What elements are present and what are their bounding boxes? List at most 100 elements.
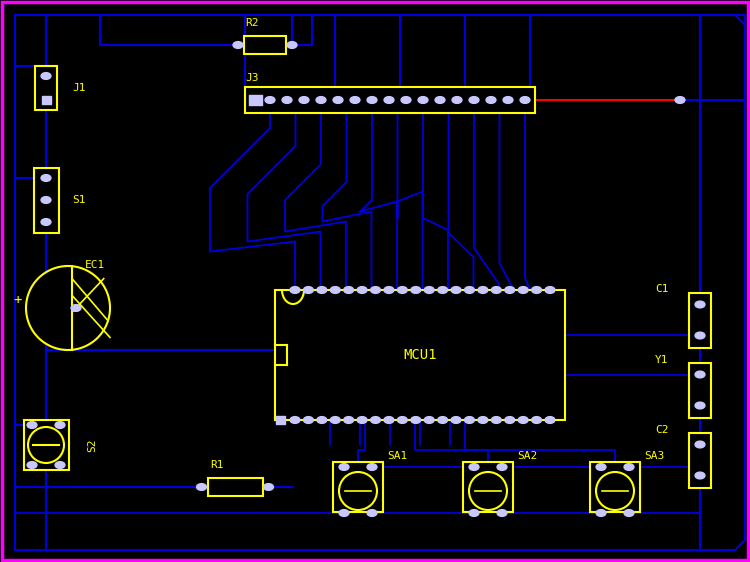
Text: SA3: SA3	[644, 451, 664, 461]
Ellipse shape	[41, 175, 51, 182]
Ellipse shape	[505, 416, 515, 423]
Ellipse shape	[367, 464, 377, 470]
Ellipse shape	[464, 287, 475, 293]
Text: EC1: EC1	[85, 260, 105, 270]
Bar	[689, 362, 711, 418]
Ellipse shape	[695, 472, 705, 479]
Ellipse shape	[350, 97, 360, 103]
Ellipse shape	[452, 97, 462, 103]
Ellipse shape	[196, 484, 206, 491]
Ellipse shape	[233, 42, 243, 48]
Ellipse shape	[505, 287, 515, 293]
Ellipse shape	[451, 287, 461, 293]
Ellipse shape	[384, 287, 394, 293]
Text: R1: R1	[210, 460, 224, 470]
Text: S1: S1	[72, 195, 86, 205]
Bar	[590, 462, 640, 512]
Ellipse shape	[357, 287, 367, 293]
Ellipse shape	[491, 416, 501, 423]
Circle shape	[596, 472, 634, 510]
Ellipse shape	[344, 416, 354, 423]
Ellipse shape	[357, 416, 367, 423]
Ellipse shape	[282, 97, 292, 103]
Ellipse shape	[545, 416, 555, 423]
Ellipse shape	[424, 416, 434, 423]
Ellipse shape	[695, 402, 705, 409]
Ellipse shape	[55, 461, 65, 468]
Bar	[23, 420, 68, 470]
Ellipse shape	[438, 416, 448, 423]
Text: S2: S2	[87, 438, 97, 452]
Ellipse shape	[398, 416, 407, 423]
Ellipse shape	[518, 416, 528, 423]
Text: C1: C1	[655, 284, 668, 294]
Ellipse shape	[624, 510, 634, 516]
Bar	[333, 462, 383, 512]
Ellipse shape	[545, 287, 555, 293]
Ellipse shape	[451, 416, 461, 423]
Ellipse shape	[695, 332, 705, 339]
Ellipse shape	[469, 464, 479, 470]
Circle shape	[28, 427, 64, 463]
Circle shape	[469, 472, 507, 510]
Ellipse shape	[55, 422, 65, 428]
Ellipse shape	[411, 416, 421, 423]
Bar	[41, 97, 50, 103]
Ellipse shape	[486, 97, 496, 103]
Ellipse shape	[624, 464, 634, 470]
Ellipse shape	[435, 97, 445, 103]
Bar	[463, 462, 513, 512]
Ellipse shape	[333, 97, 343, 103]
Bar	[248, 95, 262, 105]
Ellipse shape	[330, 416, 340, 423]
Ellipse shape	[424, 287, 434, 293]
Text: J1: J1	[72, 83, 86, 93]
Bar	[275, 416, 284, 424]
Ellipse shape	[287, 42, 297, 48]
Text: Y1: Y1	[655, 355, 668, 365]
Ellipse shape	[27, 461, 37, 468]
Ellipse shape	[695, 301, 705, 308]
Ellipse shape	[520, 97, 530, 103]
Ellipse shape	[265, 97, 275, 103]
Bar	[689, 433, 711, 487]
Ellipse shape	[384, 416, 394, 423]
Ellipse shape	[339, 510, 349, 516]
Ellipse shape	[401, 97, 411, 103]
Text: C2: C2	[655, 425, 668, 435]
Ellipse shape	[532, 416, 542, 423]
Bar	[208, 478, 262, 496]
Ellipse shape	[532, 287, 542, 293]
Ellipse shape	[497, 464, 507, 470]
Ellipse shape	[596, 464, 606, 470]
Circle shape	[339, 472, 377, 510]
Text: SA1: SA1	[387, 451, 407, 461]
Ellipse shape	[41, 72, 51, 79]
Ellipse shape	[503, 97, 513, 103]
Ellipse shape	[384, 97, 394, 103]
Ellipse shape	[317, 287, 327, 293]
Ellipse shape	[418, 97, 428, 103]
Ellipse shape	[464, 416, 475, 423]
Ellipse shape	[330, 287, 340, 293]
Text: R2: R2	[245, 18, 259, 28]
Ellipse shape	[316, 97, 326, 103]
Ellipse shape	[518, 287, 528, 293]
Bar	[245, 87, 535, 113]
Ellipse shape	[398, 287, 407, 293]
Ellipse shape	[304, 287, 313, 293]
Ellipse shape	[411, 287, 421, 293]
Ellipse shape	[695, 371, 705, 378]
Ellipse shape	[695, 441, 705, 448]
Ellipse shape	[41, 219, 51, 225]
Ellipse shape	[367, 510, 377, 516]
Ellipse shape	[497, 510, 507, 516]
Ellipse shape	[339, 464, 349, 470]
Text: +: +	[13, 293, 22, 307]
Ellipse shape	[491, 287, 501, 293]
Text: J3: J3	[245, 73, 259, 83]
Ellipse shape	[370, 287, 380, 293]
Ellipse shape	[469, 510, 479, 516]
Ellipse shape	[478, 416, 488, 423]
Ellipse shape	[290, 287, 300, 293]
